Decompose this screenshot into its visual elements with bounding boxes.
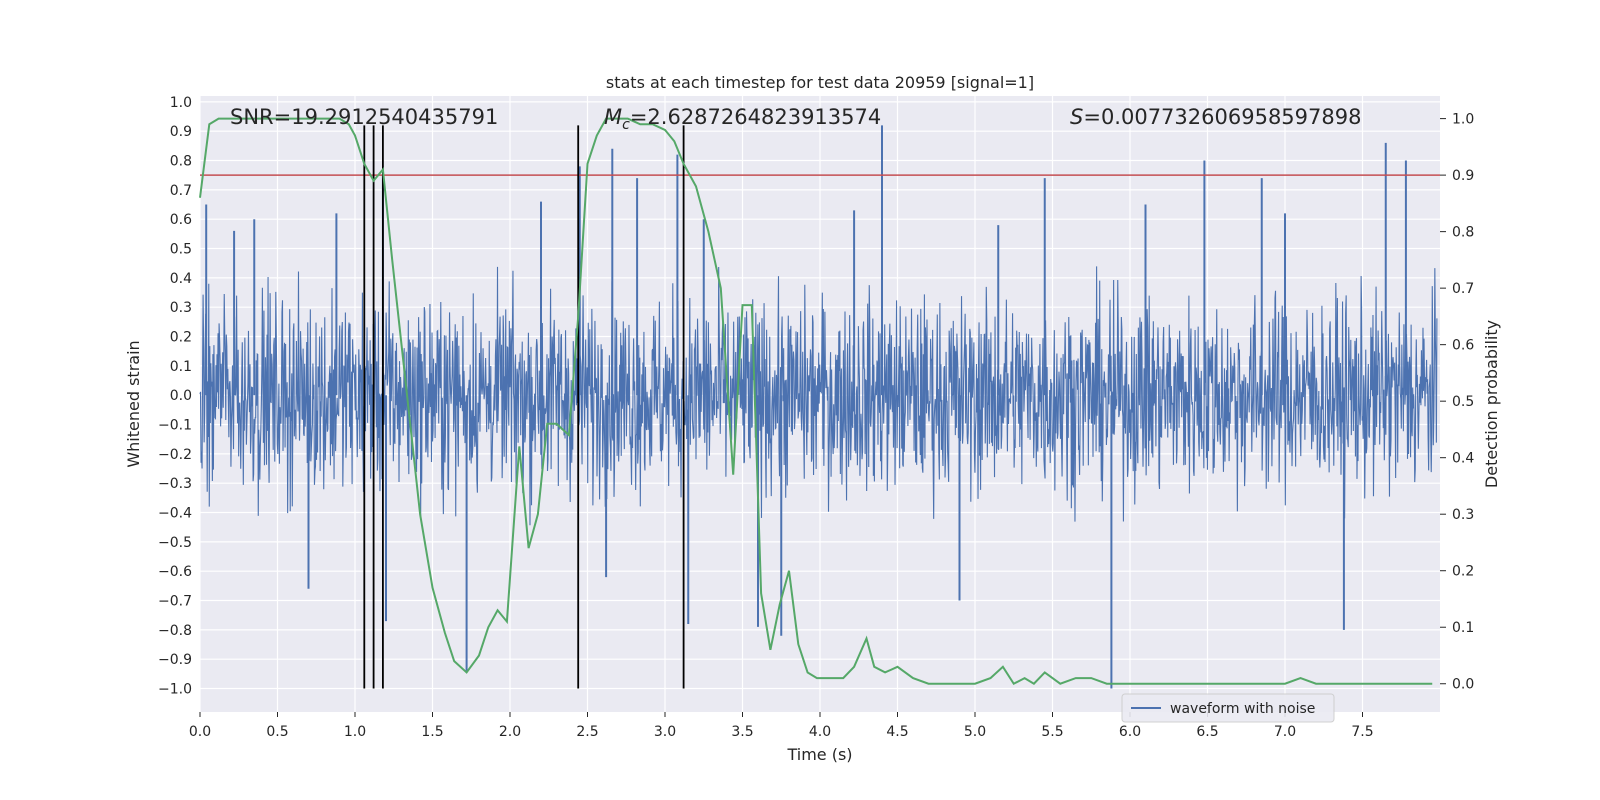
y-left-axis-label: Whitened strain — [124, 340, 143, 467]
s-annotation: S=0.007732606958597898 — [1070, 105, 1361, 129]
y-right-tick-label: 0.6 — [1452, 338, 1474, 354]
x-tick-label: 4.5 — [886, 724, 908, 740]
legend-label: waveform with noise — [1170, 701, 1315, 717]
x-tick-label: 7.5 — [1351, 724, 1373, 740]
x-tick-label: 3.0 — [654, 724, 676, 740]
x-axis-label: Time (s) — [786, 745, 852, 764]
s-value: =0.007732606958597898 — [1083, 105, 1361, 129]
y-left-tick-label: −0.8 — [158, 623, 192, 639]
y-left-axis-ticks: 1.0 0.9 0.8 0.7 0.6 0.5 0.4 0.3 0.2 0.1 0.0 −0.1 −0.… — [158, 95, 192, 698]
y-left-tick-label: −0.5 — [158, 535, 192, 551]
x-axis-ticks: 0.0 0.5 1.0 1.5 2.0 2.5 3.0 3.5 4.0 4.5 5.0 5.5 6.0 6… — [189, 712, 1374, 740]
x-tick-label: 7.0 — [1274, 724, 1296, 740]
chirp-mass-subscript: c — [622, 117, 630, 133]
y-left-tick-label: 0.2 — [170, 330, 192, 346]
y-left-tick-label: 0.3 — [170, 300, 192, 316]
y-right-tick-label: 0.0 — [1452, 677, 1474, 693]
y-left-tick-label: 0.9 — [170, 124, 192, 140]
y-left-tick-label: 0.1 — [170, 359, 192, 375]
vertical-markers — [363, 125, 685, 689]
x-tick-label: 0.5 — [266, 724, 288, 740]
y-right-tick-label: 0.2 — [1452, 564, 1474, 580]
detection-probability-line — [199, 117, 1433, 686]
y-left-tick-label: −0.7 — [158, 594, 192, 610]
y-left-tick-label: 0.4 — [170, 271, 192, 287]
y-right-tick-label: 0.8 — [1452, 225, 1474, 241]
y-right-tick-label: 1.0 — [1452, 112, 1474, 128]
x-tick-label: 5.5 — [1041, 724, 1063, 740]
x-tick-label: 2.5 — [576, 724, 598, 740]
y-left-tick-label: 0.6 — [170, 212, 192, 228]
chart-title: stats at each timestep for test data 209… — [606, 73, 1034, 92]
chirp-mass-symbol: M — [604, 105, 622, 129]
legend: waveform with noise — [1121, 693, 1335, 723]
y-right-axis-label: Detection probability — [1482, 320, 1501, 488]
x-tick-label: 1.0 — [344, 724, 366, 740]
x-tick-label: 2.0 — [499, 724, 521, 740]
y-right-tick-label: 0.9 — [1452, 168, 1474, 184]
x-tick-label: 6.5 — [1196, 724, 1218, 740]
x-tick-label: 3.5 — [731, 724, 753, 740]
y-left-tick-label: 0.5 — [170, 242, 192, 258]
y-left-tick-label: 0.0 — [170, 388, 192, 404]
y-right-tick-label: 0.7 — [1452, 281, 1474, 297]
y-left-tick-label: −0.2 — [158, 447, 192, 463]
y-left-tick-label: 0.8 — [170, 154, 192, 170]
y-left-tick-label: −0.3 — [158, 476, 192, 492]
x-tick-label: 5.0 — [964, 724, 986, 740]
y-left-tick-label: 1.0 — [170, 95, 192, 111]
chirp-mass-annotation: Mc=2.6287264823913574 — [604, 105, 881, 133]
x-tick-label: 6.0 — [1119, 724, 1141, 740]
y-left-tick-label: −0.6 — [158, 564, 192, 580]
s-symbol: S — [1070, 105, 1083, 129]
y-left-tick-label: −0.9 — [158, 652, 192, 668]
x-tick-label: 1.5 — [421, 724, 443, 740]
y-left-tick-label: −0.1 — [158, 418, 192, 434]
chirp-mass-value: =2.6287264823913574 — [630, 105, 881, 129]
y-right-tick-label: 0.4 — [1452, 451, 1474, 467]
x-tick-label: 4.0 — [809, 724, 831, 740]
y-right-tick-label: 0.3 — [1452, 507, 1474, 523]
legend-box — [1121, 693, 1335, 723]
y-left-tick-label: −1.0 — [158, 682, 192, 698]
waveform-noise-path — [199, 266, 1438, 526]
y-right-axis-ticks: 1.0 0.9 0.8 0.7 0.6 0.5 0.4 0.3 0.2 0.1 0.0 — [1440, 112, 1474, 693]
snr-annotation: SNR=19.2912540435791 — [230, 105, 498, 129]
y-left-tick-label: −0.4 — [158, 506, 192, 522]
y-right-tick-label: 0.1 — [1452, 620, 1474, 636]
y-right-tick-label: 0.5 — [1452, 394, 1474, 410]
x-tick-label: 0.0 — [189, 724, 211, 740]
y-left-tick-label: 0.7 — [170, 183, 192, 199]
